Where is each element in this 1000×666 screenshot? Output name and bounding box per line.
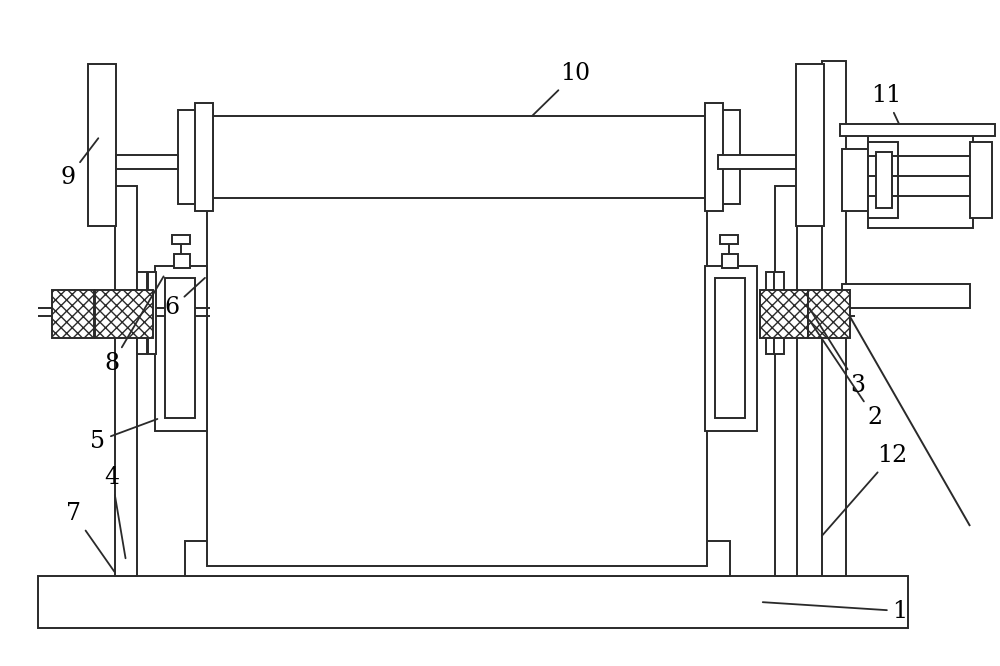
Bar [52,290,94,338]
Bar [705,103,723,211]
Text: 10: 10 [532,63,590,116]
Bar [195,103,213,211]
Bar [808,290,850,338]
Bar [722,254,738,268]
Text: 2: 2 [810,320,883,430]
Bar [718,155,796,169]
Bar [705,110,740,204]
Bar [842,149,870,211]
Bar [174,254,190,268]
Bar [88,64,116,226]
Bar [796,64,824,226]
Bar [148,272,156,354]
Bar [207,196,707,566]
Text: 4: 4 [104,466,126,558]
Bar [115,186,137,576]
Text: 9: 9 [60,139,98,190]
Text: 3: 3 [809,308,866,398]
Bar [185,541,730,576]
Bar [172,235,190,244]
Bar [868,132,973,228]
Bar [822,61,846,576]
Text: 7: 7 [66,503,114,571]
Bar [876,152,892,208]
Bar [715,278,745,418]
Bar [38,576,908,628]
Bar [720,235,738,244]
Bar [116,155,178,169]
Bar [766,272,774,354]
Bar [774,272,784,354]
Bar [95,290,153,338]
Bar [842,284,970,308]
Bar [210,116,707,198]
Bar [868,142,898,218]
Text: 12: 12 [822,444,907,536]
Bar [760,290,808,338]
Text: 1: 1 [763,599,908,623]
Text: 8: 8 [104,276,164,376]
Bar [137,272,147,354]
Text: 11: 11 [871,85,901,123]
Bar [705,266,757,431]
Text: 6: 6 [164,278,205,320]
Bar [840,124,995,136]
Bar [178,110,213,204]
Bar [165,278,195,418]
Bar [970,142,992,218]
Bar [155,266,207,431]
Bar [775,186,797,576]
Text: 5: 5 [90,419,157,452]
